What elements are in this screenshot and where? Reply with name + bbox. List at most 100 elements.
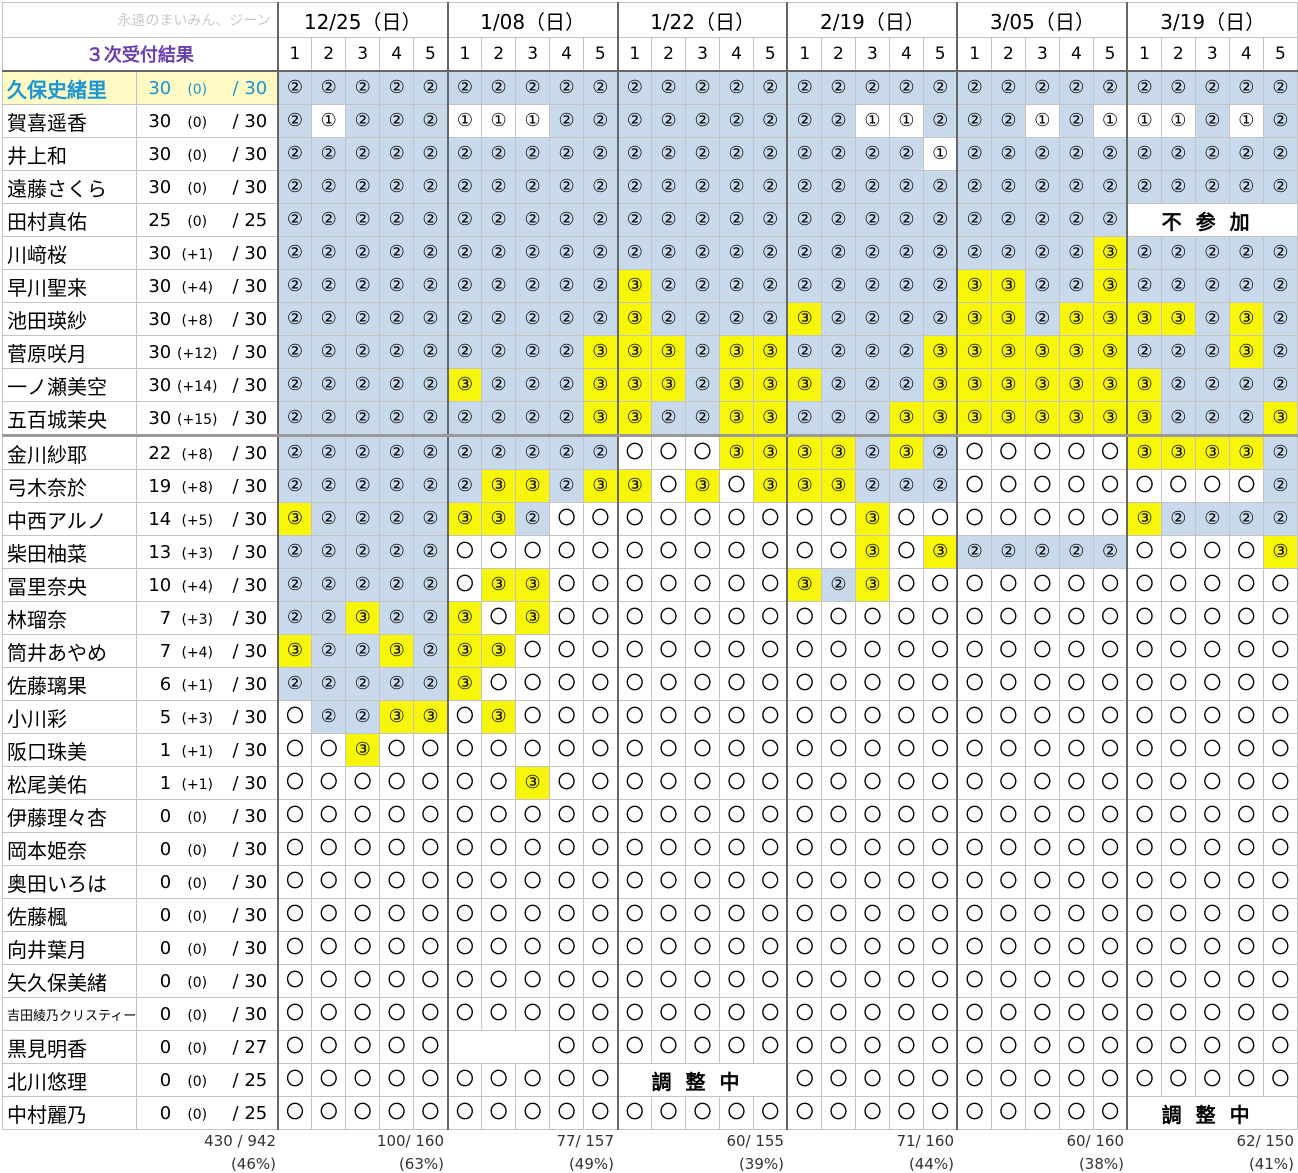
slot-cell: 〇 xyxy=(583,1030,619,1064)
count-delta: (0) xyxy=(187,114,208,131)
slot-cell: 〇 xyxy=(854,832,890,866)
slot-cell: 〇 xyxy=(446,535,483,569)
member-name: 一ノ瀬美空 xyxy=(1,368,138,402)
slot-cell: 〇 xyxy=(786,898,822,932)
slot-cell: 〇 xyxy=(685,766,721,800)
slot-cell: 〇 xyxy=(549,1096,585,1130)
slot-cell: 〇 xyxy=(888,898,924,932)
slot-cell: ② xyxy=(719,170,754,204)
slot-cell: ② xyxy=(481,368,517,402)
slot-cell: 〇 xyxy=(1024,601,1060,635)
count-total: / 30 xyxy=(232,374,268,396)
slot-number: 4 xyxy=(888,37,924,72)
slot-cell: 〇 xyxy=(753,634,788,668)
slot-cell: 〇 xyxy=(1194,568,1230,602)
slot-cell: 〇 xyxy=(549,502,585,536)
slot-cell: 〇 xyxy=(854,997,890,1031)
slot-cell: ③ xyxy=(1092,335,1128,369)
count-total: / 30 xyxy=(232,904,268,926)
slot-cell: 〇 xyxy=(719,700,754,734)
slot-cell: ② xyxy=(345,401,381,436)
count-delta: (+3) xyxy=(181,545,214,562)
slot-cell: 〇 xyxy=(616,997,653,1031)
count-total: / 30 xyxy=(232,673,268,695)
slot-cell: 〇 xyxy=(1228,733,1264,767)
slot-cell: 〇 xyxy=(685,601,721,635)
member-name: 阪口珠美 xyxy=(1,733,138,767)
slot-cell: 〇 xyxy=(685,568,721,602)
slot-cell: 〇 xyxy=(616,1030,653,1064)
slot-cell: 〇 xyxy=(820,997,856,1031)
slot-cell: 〇 xyxy=(1058,1096,1094,1130)
count-total: / 30 xyxy=(232,508,268,530)
slot-cell: 〇 xyxy=(854,1063,890,1097)
slot-cell: 〇 xyxy=(990,997,1026,1031)
member-row: 菅原咲月 30 (+12)/ 30 ② ② ② ② ② ② ② ② ② ③ ③ ③ ② ③ ③ ② ② ② ② ③ ③ ③ ③ ③ ③… xyxy=(1,335,1298,369)
count-delta: (+1) xyxy=(181,677,214,694)
member-count: 25 (0) / 25 xyxy=(136,203,279,237)
slot-cell: ② xyxy=(311,269,347,303)
slot-cell: 〇 xyxy=(786,535,822,569)
slot-cell: ② xyxy=(481,302,517,336)
slot-cell: ③ xyxy=(583,469,619,503)
slot-cell: 〇 xyxy=(549,997,585,1031)
count-total: / 30 xyxy=(232,574,268,596)
count-value: 0 xyxy=(159,871,172,893)
slot-cell: 〇 xyxy=(1024,766,1060,800)
slot-cell: 〇 xyxy=(515,535,551,569)
slot-cell: ③ xyxy=(990,269,1026,303)
slot-cell: ② xyxy=(753,170,788,204)
slot-number: 3 xyxy=(685,37,721,72)
slot-cell: ③ xyxy=(685,469,721,503)
slot-cell: ② xyxy=(481,203,517,237)
slot-cell: ② xyxy=(379,269,415,303)
slot-cell: ③ xyxy=(1092,269,1128,303)
slot-cell: 〇 xyxy=(481,865,517,899)
slot-cell: ② xyxy=(1262,302,1298,336)
slot-cell: ③ xyxy=(446,667,483,701)
member-count: 30 (0) / 30 xyxy=(136,137,279,171)
slot-number: 4 xyxy=(1228,37,1264,72)
slot-cell: ② xyxy=(1058,535,1094,569)
member-row: 黒見明香 0 (0)/ 27 〇〇〇〇〇〇〇〇〇〇〇〇〇〇〇〇〇〇〇〇〇〇〇〇〇〇〇 xyxy=(1,1030,1298,1064)
slot-cell: ② xyxy=(1024,302,1060,336)
slot-cell: 〇 xyxy=(922,634,958,668)
slot-cell: 〇 xyxy=(1024,1096,1060,1130)
slot-cell: ③ xyxy=(616,469,653,503)
slot-cell: 〇 xyxy=(616,434,653,470)
slot-cell: 〇 xyxy=(854,634,890,668)
slot-number: 3 xyxy=(854,37,890,72)
member-name: 小川彩 xyxy=(1,700,138,734)
member-row: 川﨑桜 30 (+1)/ 30 ② ② ② ② ② ② ② ② ② ② ② ② ② ② ② ② ② ② ② ② ② ② ② ② ③ ② ②… xyxy=(1,236,1298,270)
slot-cell: ② xyxy=(276,104,313,138)
member-count: 7 (+3) / 30 xyxy=(136,601,279,635)
slot-cell: 〇 xyxy=(276,799,313,833)
slot-cell: ② xyxy=(1092,170,1128,204)
count-value: 14 xyxy=(148,508,172,530)
slot-cell: 〇 xyxy=(616,601,653,635)
slot-cell: ② xyxy=(685,203,721,237)
slot-cell: 〇 xyxy=(922,799,958,833)
slot-cell: 〇 xyxy=(311,898,347,932)
footer-percent: (38%) xyxy=(1078,1155,1124,1173)
slot-cell: ③ xyxy=(345,733,381,767)
slot-cell: 〇 xyxy=(719,865,754,899)
date-header: 1/22（日） xyxy=(616,2,788,38)
count-total: / 30 xyxy=(232,143,268,165)
slot-cell: 〇 xyxy=(1262,634,1298,668)
slot-cell: 〇 xyxy=(956,502,992,536)
slot-cell: 〇 xyxy=(1194,733,1230,767)
slot-cell: 〇 xyxy=(719,733,754,767)
slot-cell: ② xyxy=(311,170,347,204)
count-total: / 30 xyxy=(232,475,268,497)
slot-cell: 〇 xyxy=(1228,766,1264,800)
slot-cell: ② xyxy=(345,236,381,270)
slot-cell: ② xyxy=(956,236,992,270)
member-count: 1 (+1) / 30 xyxy=(136,733,279,767)
slot-cell: 〇 xyxy=(685,799,721,833)
slot-cell: 〇 xyxy=(854,964,890,998)
slot-cell: ② xyxy=(446,203,483,237)
count-delta: (+4) xyxy=(181,644,214,661)
slot-cell: 〇 xyxy=(956,667,992,701)
slot-cell: ③ xyxy=(616,335,653,369)
